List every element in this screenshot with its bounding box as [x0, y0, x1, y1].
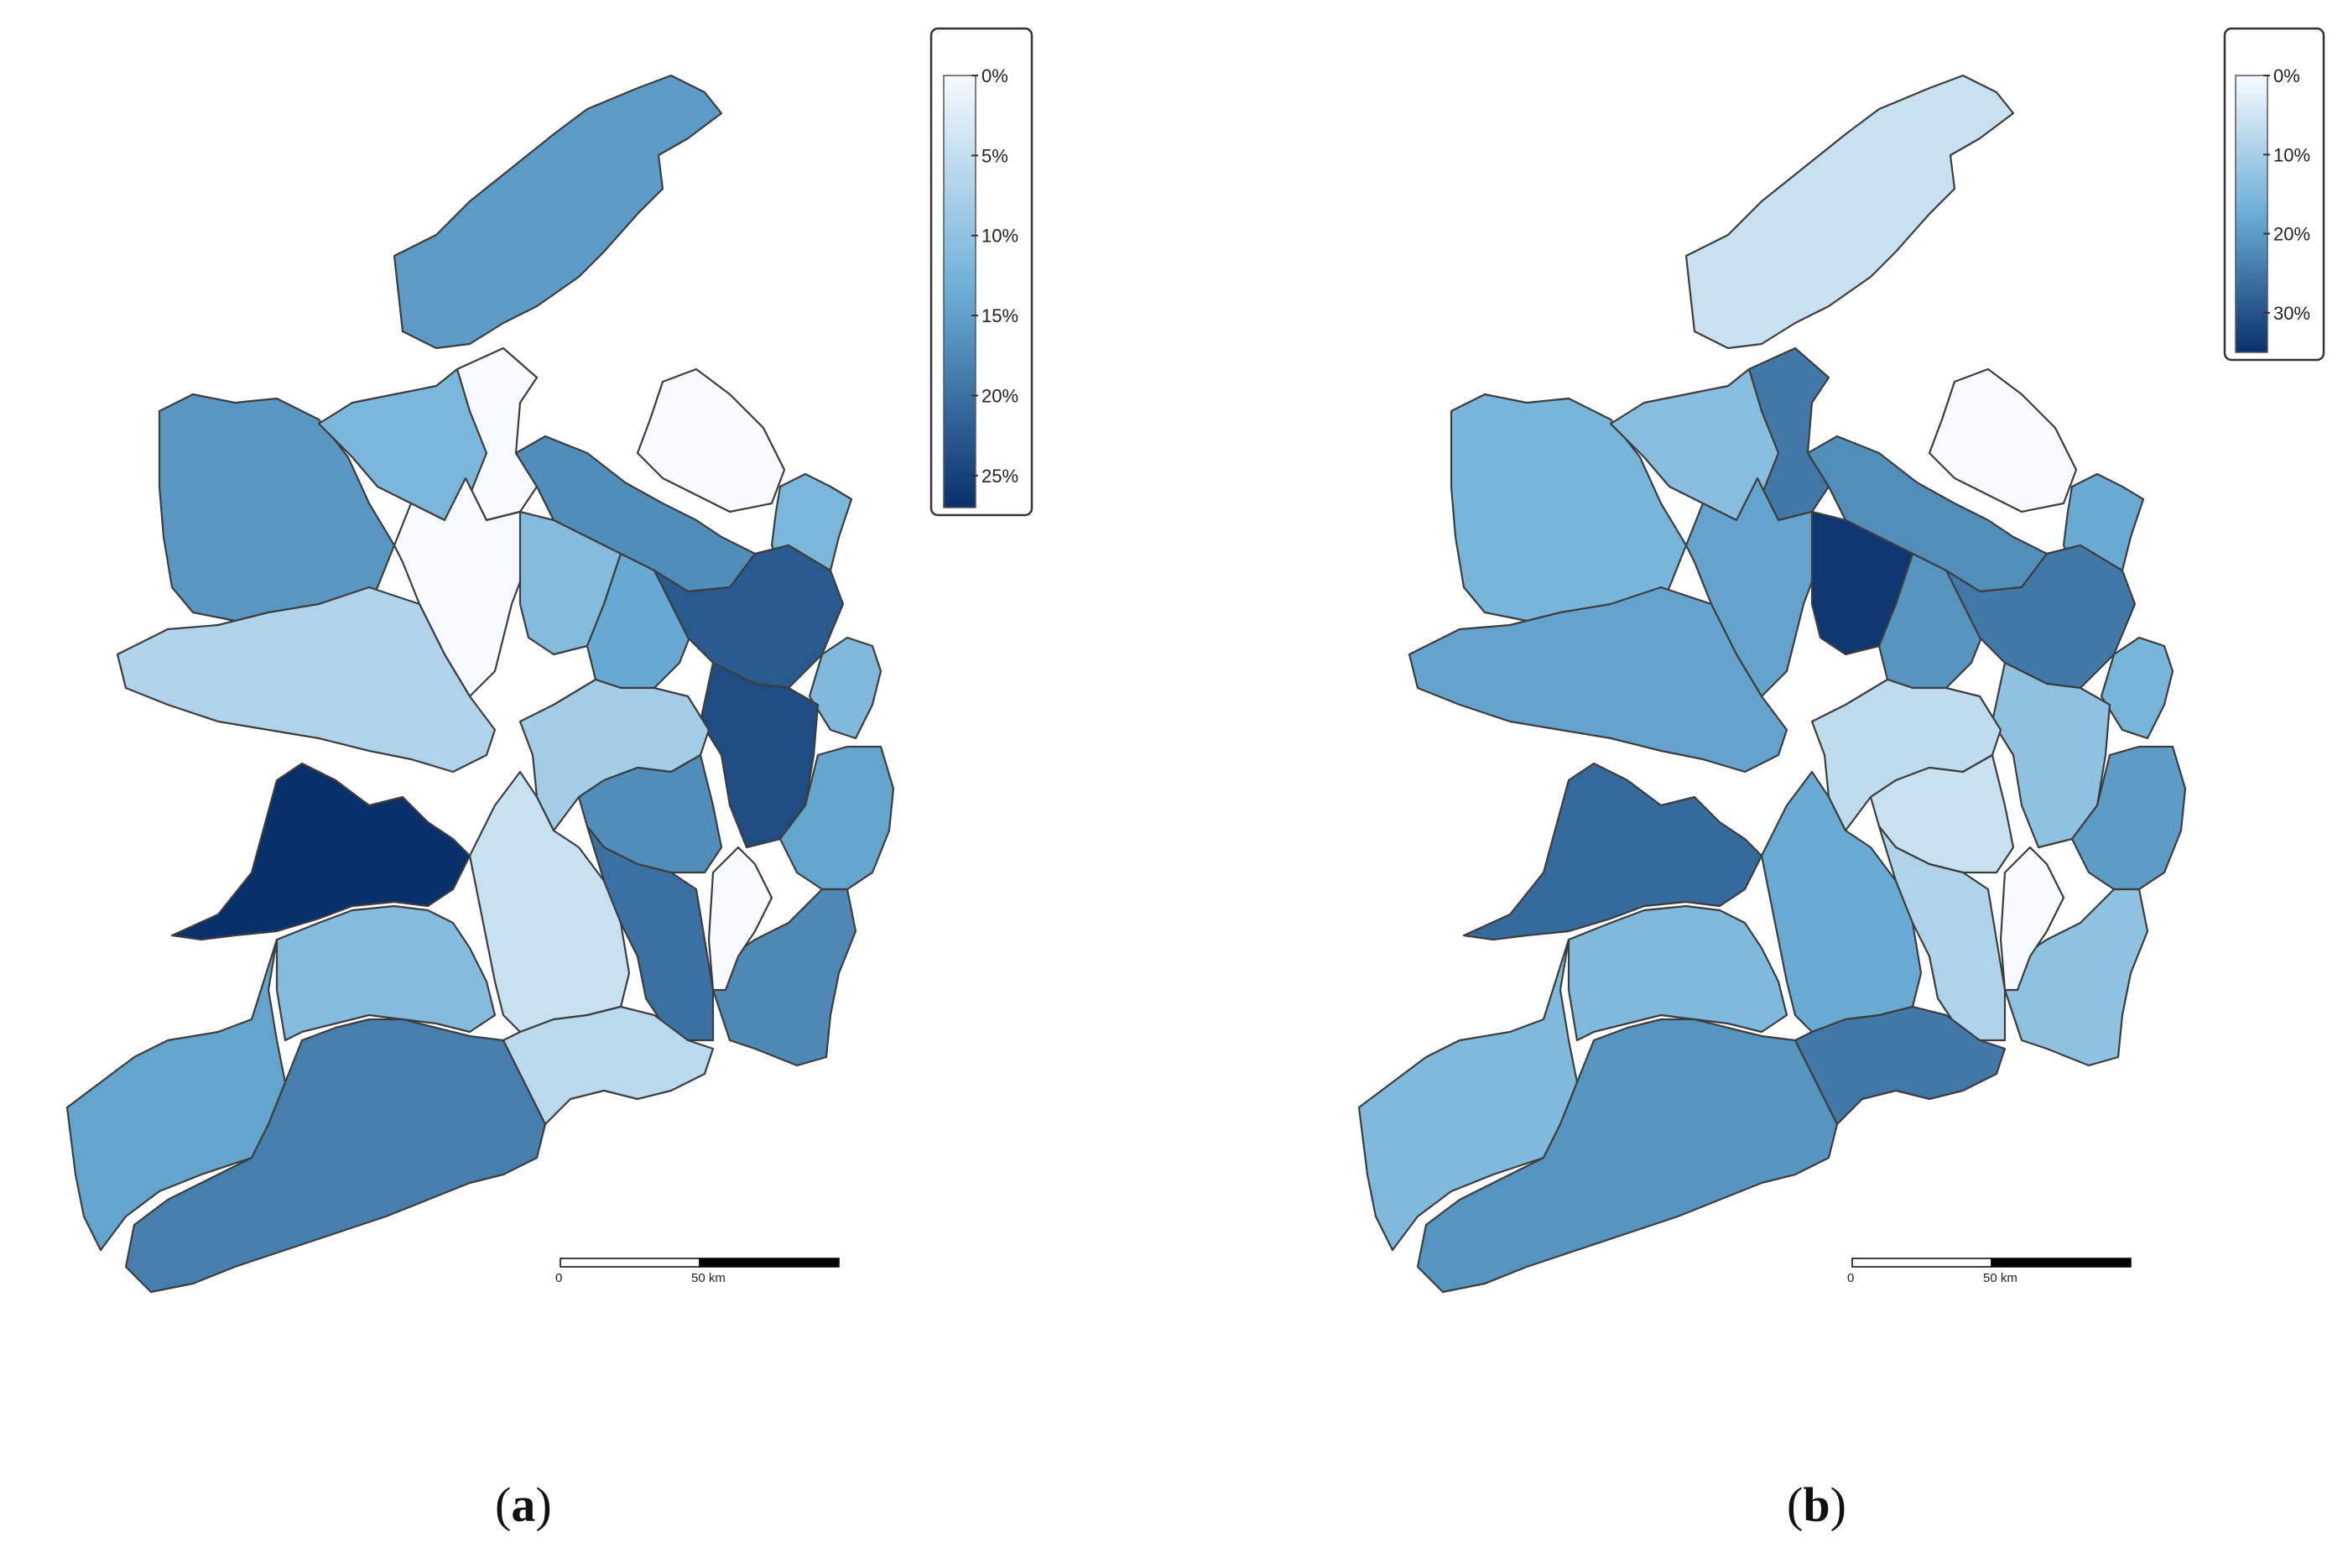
region-north-east [636, 367, 786, 513]
region-wexford [711, 888, 857, 1067]
scale-start-label-b: 0 [1847, 1271, 1854, 1285]
legend-b: 0% 10% 20% 30% [2223, 27, 2325, 362]
region-sligo-leitrim [317, 367, 488, 522]
region-galway [116, 586, 497, 774]
scale-mid-label-b: 50 km [1983, 1271, 2017, 1285]
legend-tick-label: 20% [2273, 224, 2310, 245]
scale-mid-label-a: 50 km [691, 1271, 726, 1285]
legend-ticks-b: 0% 10% 20% 30% [2263, 65, 2310, 324]
region-north-east [1928, 367, 2078, 513]
legend-tick-label: 0% [2273, 65, 2300, 86]
legend-a: 0% 5% 10% 15% 20% 25% [929, 27, 1033, 517]
region-wexford [2003, 888, 2149, 1067]
region-cork [124, 1018, 547, 1294]
region-donegal [1684, 74, 2015, 350]
region-tipperary [468, 770, 631, 1034]
map-panel-a: 0% 5% 10% 15% 20% 25% 0 50 km (a) [65, 27, 1033, 1532]
panel-label-a: (a) [495, 1477, 552, 1532]
region-clare [1462, 762, 1763, 941]
choropleth-map-b: 0% 10% 20% 30% 0 50 km [1357, 27, 2325, 1294]
region-galway [1408, 586, 1788, 774]
map-panel-b: 0% 10% 20% 30% 0 50 km (b) [1292, 0, 2348, 1568]
region-carlow-kilkenny [1877, 825, 2007, 1042]
scale-bar-a: 0 50 km [555, 1258, 840, 1285]
region-wicklow [778, 745, 895, 891]
region-waterford [502, 1005, 715, 1126]
scale-bar-b: 0 50 km [1847, 1258, 2132, 1285]
region-donegal [393, 74, 723, 350]
map-regions-b [1357, 74, 2187, 1294]
region-cork [1416, 1018, 1839, 1294]
legend-tick-label: 5% [981, 145, 1008, 166]
scale-bar-white-b [1851, 1258, 1992, 1268]
panel-label-b: (b) [1787, 1477, 1846, 1532]
region-carlow-kilkenny [586, 825, 715, 1042]
legend-tick-label: 0% [981, 65, 1008, 86]
legend-ticks-a: 0% 5% 10% 15% 20% 25% [971, 65, 1018, 487]
region-wicklow [2070, 745, 2187, 891]
legend-tick-label: 10% [981, 226, 1018, 247]
legend-tick-label: 30% [2273, 303, 2310, 324]
scale-bar-black-b [1991, 1258, 2132, 1268]
region-limerick [1567, 904, 1788, 1042]
region-tipperary [1760, 770, 1923, 1034]
legend-colorbar-a [943, 75, 976, 508]
choropleth-map-a: 0% 5% 10% 15% 20% 25% 0 50 km [65, 27, 1033, 1294]
legend-tick-label: 20% [981, 385, 1018, 406]
legend-tick-label: 10% [2273, 144, 2310, 165]
scale-bar-white-a [560, 1258, 700, 1268]
region-limerick [275, 904, 497, 1042]
scale-start-label-a: 0 [555, 1271, 562, 1285]
region-sligo-leitrim [1609, 367, 1780, 522]
region-waterford [1794, 1005, 2007, 1126]
scale-bar-black-a [699, 1258, 840, 1268]
legend-tick-label: 25% [981, 466, 1018, 487]
region-clare [170, 762, 471, 941]
legend-colorbar-b [2235, 75, 2268, 353]
region-roscommon [1684, 477, 1830, 698]
region-kilkenny-west [707, 846, 773, 992]
legend-tick-label: 15% [981, 305, 1018, 326]
map-regions-a [65, 74, 895, 1294]
region-kilkenny-west [1999, 846, 2065, 992]
region-roscommon [393, 477, 539, 698]
